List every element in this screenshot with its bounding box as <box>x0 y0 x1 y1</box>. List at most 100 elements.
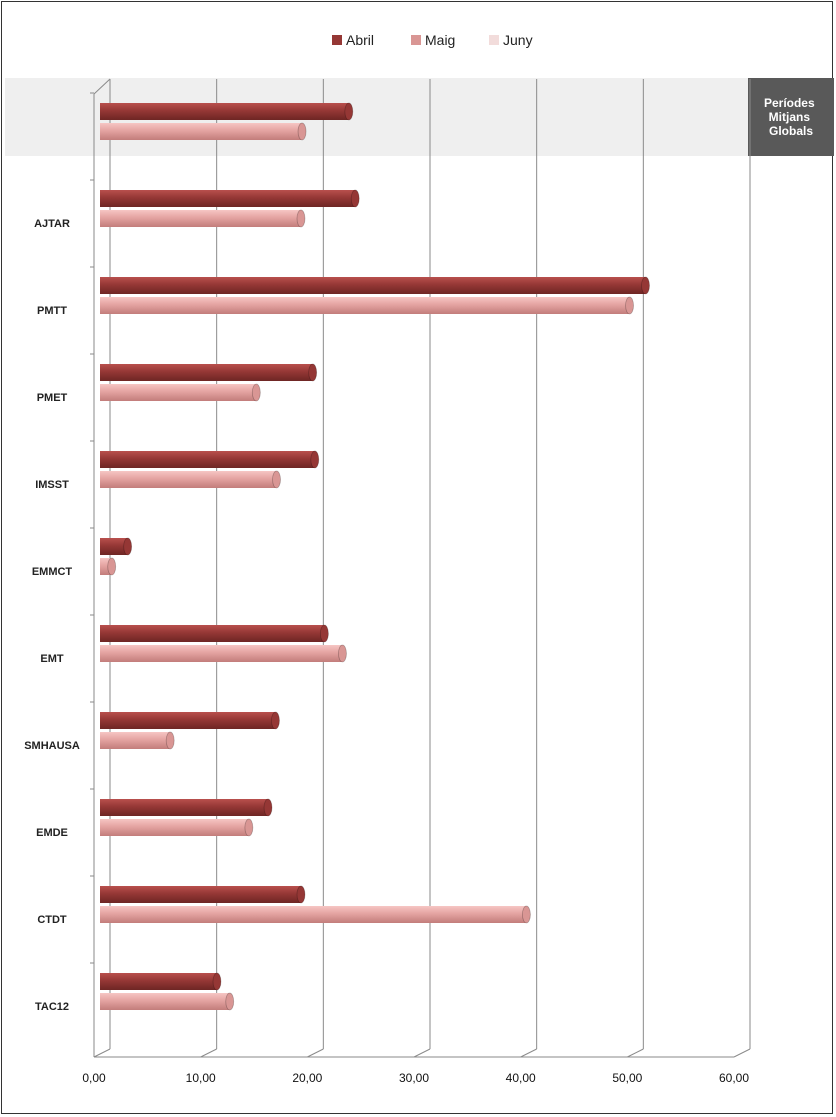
category-label: TAC12 <box>35 1001 69 1013</box>
bar-maig <box>100 992 235 1011</box>
x-tick-label: 0,00 <box>82 1071 106 1085</box>
bar-maig <box>100 731 175 750</box>
bar-cap <box>344 102 354 121</box>
x-tick-label: 10,00 <box>186 1071 216 1085</box>
bar-body <box>100 277 646 294</box>
floor-gridline <box>93 1048 111 1058</box>
bar-cap <box>165 731 175 750</box>
highlight-badge-label: Períodes Mitjans Globals <box>764 96 818 138</box>
floor-gridline <box>733 1048 751 1058</box>
bar-maig <box>100 383 261 402</box>
legend-label-maig: Maig <box>425 32 455 48</box>
bar-cap <box>244 818 254 837</box>
bar-body <box>100 471 277 488</box>
bar-cap <box>251 383 261 402</box>
bar-cap <box>272 470 281 489</box>
legend-item-abril: Abril <box>332 32 374 48</box>
bar-maig <box>100 470 281 489</box>
bar-cap <box>271 711 280 730</box>
legend-label-juny: Juny <box>503 32 533 48</box>
bar-body <box>100 451 315 468</box>
bar-body <box>100 732 171 749</box>
bar-body <box>100 819 249 836</box>
bar-cap <box>625 296 634 315</box>
bar-body <box>100 799 269 816</box>
floor-gridline <box>520 1048 537 1058</box>
x-tick-label: 30,00 <box>399 1071 429 1085</box>
category-label: EMT <box>40 653 64 665</box>
bar-abril <box>100 885 306 904</box>
floor-gridline <box>413 1048 431 1058</box>
bar-cap <box>308 363 318 382</box>
category-label: PMET <box>37 392 68 404</box>
category-label: EMDE <box>36 827 68 839</box>
bar-abril <box>100 276 650 295</box>
category-label: SMHAUSA <box>24 740 80 752</box>
bar-cap <box>296 885 306 904</box>
legend-label-abril: Abril <box>346 32 374 48</box>
bar-maig <box>100 122 307 141</box>
bar-cap <box>521 905 531 924</box>
bar-maig <box>100 557 117 576</box>
bar-body <box>100 558 112 575</box>
category-labels: AJTAR PMTT PMET IMSST EMMCT EMT SMHAUSA EMDE CTD… <box>24 218 80 1013</box>
category-label: PMTT <box>37 305 67 317</box>
category-label: AJTAR <box>34 218 70 230</box>
legend: Abril Maig Juny <box>332 32 533 48</box>
gridlines <box>93 79 751 1058</box>
legend-item-maig: Maig <box>411 32 455 48</box>
bar-body <box>100 123 303 140</box>
bar-maig <box>100 644 347 663</box>
bar-abril <box>100 711 280 730</box>
bar-cap <box>297 122 307 141</box>
highlight-badge <box>748 78 834 156</box>
bar-body <box>100 993 230 1010</box>
bar-cap <box>641 276 650 295</box>
bar-body <box>100 973 217 990</box>
bar-cap <box>212 972 222 991</box>
bar-abril <box>100 624 329 643</box>
bar-cap <box>107 557 117 576</box>
legend-swatch-juny <box>489 35 499 45</box>
floor-gridline <box>627 1048 644 1058</box>
bar-cap <box>263 798 273 817</box>
bar-cap <box>225 992 235 1011</box>
bar-body <box>100 190 356 207</box>
bar-body <box>100 538 128 555</box>
x-tick-label: 20,00 <box>292 1071 322 1085</box>
bar-body <box>100 297 630 314</box>
category-label: CTDT <box>37 914 67 926</box>
floor-gridline <box>200 1048 217 1058</box>
bar-body <box>100 625 325 642</box>
y-axis-top-edge <box>93 78 111 95</box>
bar-abril <box>100 102 354 121</box>
bar-abril <box>100 972 222 991</box>
bar-body <box>100 712 276 729</box>
bar-maig <box>100 905 531 924</box>
bar-abril <box>100 363 318 382</box>
bar-body <box>100 210 301 227</box>
bar-cap <box>350 189 360 208</box>
bar-cap <box>310 450 320 469</box>
bar-cap <box>296 209 306 228</box>
x-tick-labels: 0,00 10,00 20,00 30,00 40,00 50,00 60,00 <box>82 1071 749 1085</box>
bar-body <box>100 886 301 903</box>
bar-body <box>100 364 313 381</box>
bar-maig <box>100 818 254 837</box>
x-tick-label: 50,00 <box>612 1071 642 1085</box>
category-label: IMSST <box>35 479 69 491</box>
bar-abril <box>100 798 273 817</box>
bar-body <box>100 384 257 401</box>
floor-gridline <box>307 1048 324 1058</box>
bar-body <box>100 906 527 923</box>
legend-swatch-maig <box>411 35 421 45</box>
bar-cap <box>123 537 133 556</box>
bars <box>100 102 650 1011</box>
bar-abril <box>100 537 133 556</box>
bar-maig <box>100 296 634 315</box>
x-tick-label: 40,00 <box>506 1071 536 1085</box>
legend-item-juny: Juny <box>489 32 533 48</box>
bar-cap <box>319 624 329 643</box>
bar-maig <box>100 209 306 228</box>
